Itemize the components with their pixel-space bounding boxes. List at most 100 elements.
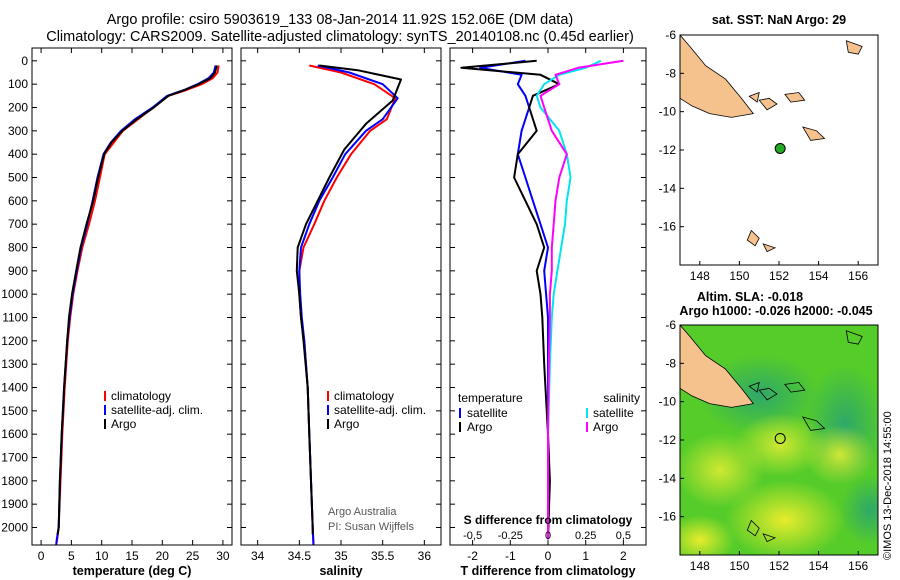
sla-map-ytick-label: -12	[659, 433, 677, 447]
sst-map-ytick-label: -16	[659, 220, 677, 234]
salinity-series-argo	[295, 64, 402, 535]
depth-tick-label: 300	[8, 124, 28, 138]
salinity-legend-label: satellite-adj. clim.	[334, 403, 426, 417]
sla-map-ytick-label: -14	[659, 471, 677, 485]
sla-anomaly-blob	[735, 413, 825, 477]
temperature-series-satellite-adj-clim-	[55, 65, 217, 546]
sst-map-content	[680, 35, 863, 253]
difference-second-xtick-label: 0	[545, 530, 551, 542]
difference-xtick-label: 2	[620, 549, 627, 563]
difference-series-salinity-satellite	[535, 59, 602, 540]
legend-temperature-label: satellite	[467, 406, 508, 420]
temperature-series-argo	[56, 65, 218, 535]
sst-map-island	[801, 126, 826, 141]
sst-map-xtick-label: 148	[690, 269, 710, 283]
difference-xtick-label: 0	[545, 549, 552, 563]
depth-tick-label: 700	[8, 217, 28, 231]
sla-map: 148 150 152 154 156 -6 -8 -10 -12 -14 -16	[659, 318, 879, 573]
temperature-xtick-label: 0	[38, 549, 45, 563]
difference-xtick-label: -2	[467, 549, 478, 563]
salinity-xtick-label: 36	[418, 549, 432, 563]
depth-tick-label: 800	[8, 241, 28, 255]
sla-map-content	[680, 325, 878, 555]
sst-map-float-marker	[774, 142, 786, 154]
legend-temperature-swatch	[459, 422, 461, 432]
annotation-line2: PI: Susan Wijffels	[328, 521, 414, 533]
difference-xlabel: T difference from climatology	[460, 564, 635, 578]
sla-map-xtick-label: 154	[809, 559, 829, 573]
salinity-xtick-label: 35	[334, 549, 348, 563]
salinity-xtick-label: 34.5	[288, 549, 312, 563]
difference-second-xtick-label: 0,5	[616, 530, 631, 542]
legend-salinity-swatch	[586, 408, 588, 418]
temperature-panel: 0100200300400500600700800900100011001200…	[1, 47, 233, 578]
sla-map-float-marker	[774, 432, 786, 444]
depth-tick-label: 1700	[1, 451, 28, 465]
temperature-xtick-label: 30	[216, 549, 230, 563]
sla-map-land-new-guinea	[680, 325, 755, 408]
sla-anomaly-blob	[680, 515, 735, 555]
sst-map-xtick-label: 150	[729, 269, 749, 283]
depth-tick-label: 1000	[1, 287, 28, 301]
depth-tick-label: 400	[8, 147, 28, 161]
difference-series-temperature-argo	[460, 59, 561, 540]
depth-tick-label: 2000	[1, 521, 28, 535]
difference-frame	[449, 47, 647, 546]
depth-tick-label: 1500	[1, 404, 28, 418]
sla-map-island	[748, 381, 760, 393]
difference-series-temperature-satellite	[479, 59, 549, 540]
temperature-frame	[31, 47, 233, 546]
sla-map-ytick-label: -8	[665, 356, 676, 370]
sst-map-ytick-label: -10	[659, 105, 677, 119]
salinity-xtick-label: 35.5	[371, 549, 395, 563]
salinity-frame	[240, 47, 442, 546]
depth-tick-label: 200	[8, 101, 28, 115]
salinity-legend-swatch	[327, 405, 329, 415]
legend-salinity-swatch	[586, 422, 588, 432]
legend-salinity-label: satellite	[593, 406, 634, 420]
sst-map-ytick-label: -8	[665, 66, 676, 80]
sla-map-island	[762, 533, 777, 543]
depth-tick-label: 100	[8, 77, 28, 91]
legend-temperature-label: Argo	[467, 420, 493, 434]
salinity-panel: 34 34.5 35 35.5 36 salinity climatologysatelli…	[240, 47, 442, 578]
sst-map-island	[845, 40, 863, 55]
temperature-legend-swatch	[104, 391, 106, 401]
depth-tick-label: 1300	[1, 357, 28, 371]
sst-map-ytick-label: -6	[665, 28, 676, 42]
sst-map-xtick-label: 152	[769, 269, 789, 283]
difference-xtick-label: -1	[505, 549, 516, 563]
sst-map-xtick-label: 156	[848, 269, 868, 283]
difference-panel: -2 -1 0 1 2T difference from climatology temp…	[449, 47, 647, 578]
annotation-line1: Argo Australia	[328, 506, 397, 518]
sst-map-island	[758, 97, 778, 111]
sst-map-island	[748, 91, 760, 103]
temperature-xtick-label: 25	[186, 549, 200, 563]
sla-map-xtick-label: 150	[729, 559, 749, 573]
sla-map-island	[784, 382, 806, 393]
sla-map-ytick-label: -16	[659, 510, 677, 524]
temperature-xtick-label: 10	[95, 549, 109, 563]
sst-map-xtick-label: 154	[809, 269, 829, 283]
salinity-legend-swatch	[327, 391, 329, 401]
depth-tick-label: 0	[21, 54, 28, 68]
depth-tick-label: 1800	[1, 474, 28, 488]
salinity-legend-swatch	[327, 419, 329, 429]
difference-second-xtick-label: -0,5	[463, 530, 482, 542]
depth-tick-label: 500	[8, 171, 28, 185]
difference-series-salinity-argo	[539, 59, 624, 540]
sla-map-island	[746, 519, 760, 537]
temperature-legend-swatch	[104, 419, 106, 429]
difference-second-xtick-label: 0.25	[575, 530, 596, 542]
difference-xtick-label: 1	[582, 549, 589, 563]
figure-title-line1: Argo profile: csiro 5903619_133 08-Jan-2…	[106, 12, 574, 28]
sla-map-xtick-label: 156	[848, 559, 868, 573]
sst-map-ytick-label: -12	[659, 143, 677, 157]
sst-map-island	[784, 92, 806, 103]
sla-map-island	[845, 330, 863, 345]
depth-tick-label: 1100	[2, 311, 28, 325]
difference-second-xlabel: S difference from climatology	[464, 513, 633, 527]
sst-map-title: sat. SST: NaN Argo: 29	[712, 13, 846, 27]
sla-map-island	[801, 416, 826, 431]
temperature-legend-swatch	[104, 405, 106, 415]
